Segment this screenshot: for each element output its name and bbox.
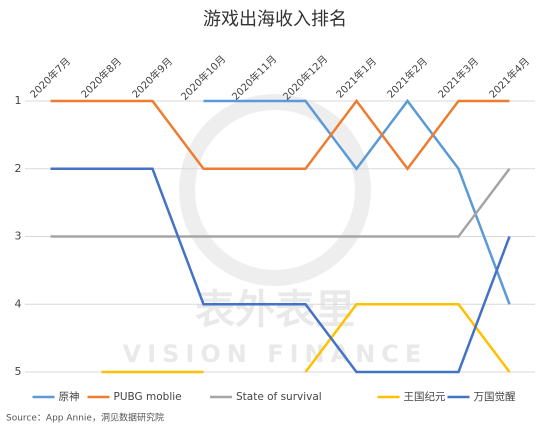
legend-label: State of survival xyxy=(236,391,322,403)
x-tick-label: 2021年1月 xyxy=(333,55,379,101)
y-tick-label: 3 xyxy=(15,230,22,243)
x-tick-label: 2020年10月 xyxy=(178,52,228,102)
series-line xyxy=(50,98,510,171)
series-line xyxy=(50,167,511,374)
y-tick-label: 1 xyxy=(15,94,22,107)
legend-label: 原神 xyxy=(59,390,80,403)
legend-label: 王国纪元 xyxy=(404,391,446,403)
watermark: 表外表里 VISION FINANCE xyxy=(123,94,428,368)
x-tick-label: 2021年2月 xyxy=(384,55,430,101)
x-tick-label: 2020年8月 xyxy=(78,55,124,101)
watermark-text: 表外表里 xyxy=(195,287,355,333)
x-tick-label: 2020年7月 xyxy=(27,55,73,101)
x-tick-label: 2020年9月 xyxy=(129,55,175,101)
x-tick-label: 2020年12月 xyxy=(280,52,330,102)
source-note: Source：App Annie，洞见数据研究院 xyxy=(6,412,164,424)
y-tick-label: 5 xyxy=(15,365,22,378)
legend-label: 万国觉醒 xyxy=(474,391,516,403)
chart-title: 游戏出海收入排名 xyxy=(203,9,347,30)
series-line xyxy=(50,167,511,238)
y-tick-label: 2 xyxy=(15,162,22,175)
x-tick-label: 2021年4月 xyxy=(486,55,532,101)
watermark-subtext: VISION FINANCE xyxy=(123,340,428,368)
legend-label: PUBG moblie xyxy=(114,391,182,403)
y-tick-label: 4 xyxy=(15,297,22,310)
x-tick-label: 2021年3月 xyxy=(435,55,481,101)
series-line xyxy=(203,98,511,305)
